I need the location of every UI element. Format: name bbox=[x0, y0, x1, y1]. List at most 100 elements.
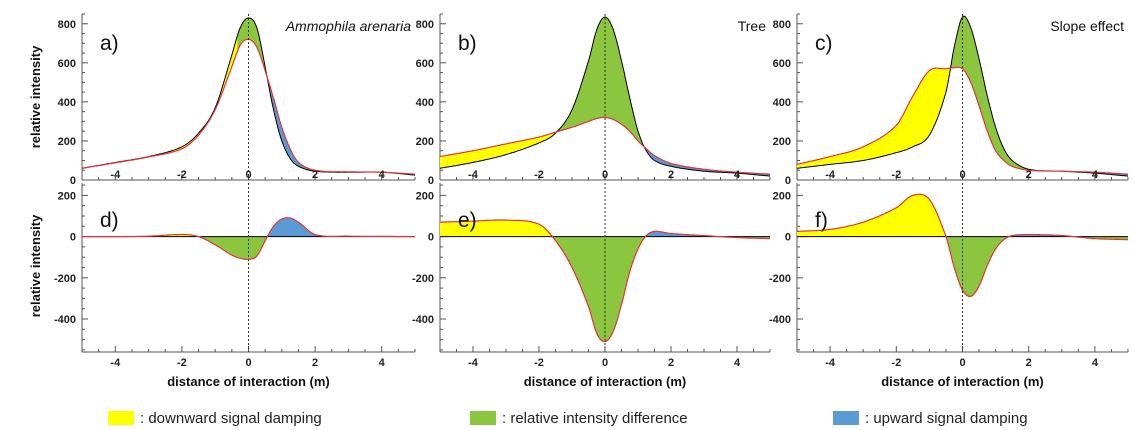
x-tick-label: 0 bbox=[959, 169, 965, 181]
legend-swatch-upward bbox=[833, 411, 859, 425]
legend-item-downward: : downward signal damping bbox=[108, 409, 322, 427]
y-tick-label: 400 bbox=[416, 97, 434, 109]
y-axis-label-bottom: relative intensity bbox=[28, 214, 43, 317]
fill-down bbox=[440, 220, 552, 237]
y-axis-label-top: relative intensity bbox=[28, 45, 43, 148]
x-tick-label: 4 bbox=[1092, 357, 1099, 369]
x-tick-label: -4 bbox=[468, 357, 479, 369]
x-tick-label: -2 bbox=[177, 169, 187, 181]
fill-down bbox=[797, 68, 951, 169]
x-tick-label: 4 bbox=[379, 169, 386, 181]
chart-panel-3: 0 200 400 600 800 -4 -2 0 2 4 c) Slope effect bbox=[773, 13, 1129, 187]
x-tick-label: -2 bbox=[534, 357, 544, 369]
x-axis-label: distance of interaction (m) bbox=[167, 374, 330, 389]
chart-panel-6: -400 -200 0 200 -4 -2 0 2 4 f) distance of interac… bbox=[769, 183, 1129, 389]
x-axis-label: distance of interaction (m) bbox=[524, 374, 687, 389]
legend-label-difference: : relative intensity difference bbox=[502, 409, 688, 427]
series-difference bbox=[439, 219, 770, 343]
panel-title: Tree bbox=[738, 18, 766, 34]
series-reference bbox=[439, 16, 771, 177]
legend-label-upward: : upward signal damping bbox=[865, 409, 1028, 427]
panel-label: e) bbox=[458, 209, 477, 232]
legend-label-downward: : downward signal damping bbox=[140, 409, 322, 427]
x-tick-label: 0 bbox=[602, 357, 608, 369]
y-tick-label: 200 bbox=[416, 190, 434, 202]
y-tick-label: 0 bbox=[785, 232, 791, 244]
fill-diff bbox=[950, 16, 1062, 172]
chart-panel-2: 0 200 400 600 800 -4 -2 0 2 4 b) Tree bbox=[416, 13, 771, 187]
y-tick-label: 0 bbox=[428, 175, 434, 187]
x-tick-label: 0 bbox=[959, 357, 965, 369]
y-tick-label: 200 bbox=[416, 136, 434, 148]
y-tick-label: -400 bbox=[769, 314, 791, 326]
y-tick-label: 600 bbox=[416, 58, 434, 70]
y-tick-label: -400 bbox=[54, 314, 76, 326]
x-tick-label: -4 bbox=[110, 169, 121, 181]
x-tick-label: -2 bbox=[177, 357, 187, 369]
x-tick-label: 0 bbox=[245, 357, 251, 369]
x-tick-label: -4 bbox=[110, 357, 121, 369]
legend-swatch-downward bbox=[108, 411, 134, 425]
fill-diff bbox=[552, 236, 645, 342]
y-tick-label: 600 bbox=[773, 58, 791, 70]
chart-panel-4: -400 -200 0 200 -4 -2 0 2 4 d) distance of interac… bbox=[54, 183, 416, 389]
panel-label: b) bbox=[458, 32, 477, 55]
y-tick-label: 600 bbox=[58, 58, 76, 70]
y-tick-label: 200 bbox=[58, 136, 76, 148]
legend-item-upward: : upward signal damping bbox=[833, 409, 1028, 427]
y-tick-label: 0 bbox=[785, 175, 791, 187]
y-tick-label: 200 bbox=[773, 190, 791, 202]
x-tick-label: 4 bbox=[1092, 169, 1099, 181]
series-sensed bbox=[439, 116, 770, 175]
y-tick-label: -200 bbox=[54, 273, 76, 285]
y-tick-label: -200 bbox=[769, 273, 791, 285]
panel-label: c) bbox=[815, 32, 833, 55]
panel-label: d) bbox=[100, 209, 119, 232]
x-tick-label: 2 bbox=[1026, 169, 1032, 181]
x-tick-label: 4 bbox=[734, 357, 741, 369]
fill-up bbox=[267, 217, 415, 237]
y-tick-label: 800 bbox=[773, 19, 791, 31]
x-tick-label: -4 bbox=[825, 357, 836, 369]
y-tick-label: 400 bbox=[773, 97, 791, 109]
fill-down bbox=[440, 132, 556, 169]
fill-diff bbox=[237, 17, 267, 75]
y-tick-label: -200 bbox=[412, 273, 434, 285]
panel-label: a) bbox=[100, 32, 119, 55]
x-tick-label: 2 bbox=[668, 169, 674, 181]
fill-down bbox=[797, 194, 946, 237]
y-tick-label: -400 bbox=[412, 314, 434, 326]
fill-diff bbox=[555, 16, 644, 147]
y-tick-label: 800 bbox=[58, 19, 76, 31]
legend-item-difference: : relative intensity difference bbox=[470, 409, 688, 427]
x-axis-label: distance of interaction (m) bbox=[881, 374, 1044, 389]
y-tick-label: 0 bbox=[428, 232, 434, 244]
y-tick-label: 0 bbox=[70, 232, 76, 244]
x-tick-label: -2 bbox=[891, 357, 901, 369]
x-tick-label: 4 bbox=[379, 357, 386, 369]
x-tick-label: -2 bbox=[891, 169, 901, 181]
chart-panel-1: 0 200 400 600 800 -4 -2 0 2 4 a) Ammophila arenaria bbox=[58, 13, 416, 187]
panel-title: Slope effect bbox=[1050, 18, 1124, 34]
series-sensed bbox=[796, 66, 1128, 175]
x-tick-label: 0 bbox=[602, 169, 608, 181]
y-tick-label: 200 bbox=[773, 136, 791, 148]
x-tick-label: 2 bbox=[1026, 357, 1032, 369]
panel-label: f) bbox=[815, 209, 828, 232]
y-tick-label: 800 bbox=[416, 19, 434, 31]
y-tick-label: 0 bbox=[70, 175, 76, 187]
legend-swatch-difference bbox=[470, 411, 496, 425]
chart-panel-5: -400 -200 0 200 -4 -2 0 2 4 e) distance of interac… bbox=[412, 183, 771, 389]
x-tick-label: 4 bbox=[734, 169, 741, 181]
fill-down bbox=[82, 35, 238, 169]
x-tick-label: 2 bbox=[312, 357, 318, 369]
x-tick-label: 2 bbox=[312, 169, 318, 181]
x-tick-label: -2 bbox=[534, 169, 544, 181]
fill-diff bbox=[199, 236, 267, 260]
x-tick-label: 0 bbox=[245, 169, 251, 181]
x-tick-label: -4 bbox=[825, 169, 836, 181]
y-tick-label: 400 bbox=[58, 97, 76, 109]
x-tick-label: 2 bbox=[668, 357, 674, 369]
series-difference bbox=[797, 193, 1129, 298]
